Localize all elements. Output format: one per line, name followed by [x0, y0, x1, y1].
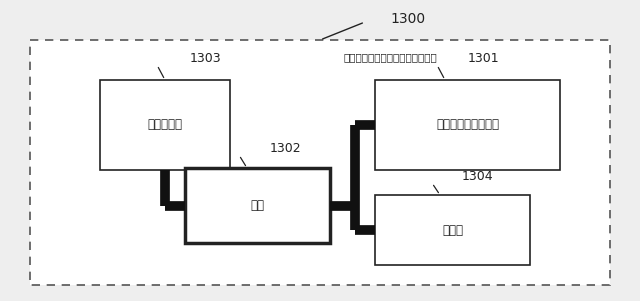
Text: メモリ: メモリ	[442, 224, 463, 237]
Text: 1303: 1303	[190, 52, 221, 65]
Bar	[30, 40, 610, 285]
Bar	[375, 195, 530, 265]
Text: 端末ハンドオーバシステムチップ: 端末ハンドオーバシステムチップ	[343, 52, 437, 62]
Text: 通信インタフェース: 通信インタフェース	[436, 119, 499, 132]
Bar	[375, 80, 560, 170]
Text: 1304: 1304	[462, 170, 493, 183]
Text: バス: バス	[250, 199, 264, 212]
Text: プロセッサ: プロセッサ	[147, 119, 182, 132]
Bar	[100, 80, 230, 170]
Text: 1302: 1302	[270, 142, 301, 155]
Bar	[185, 168, 330, 243]
Text: 1300: 1300	[390, 12, 425, 26]
Text: 1301: 1301	[468, 52, 500, 65]
